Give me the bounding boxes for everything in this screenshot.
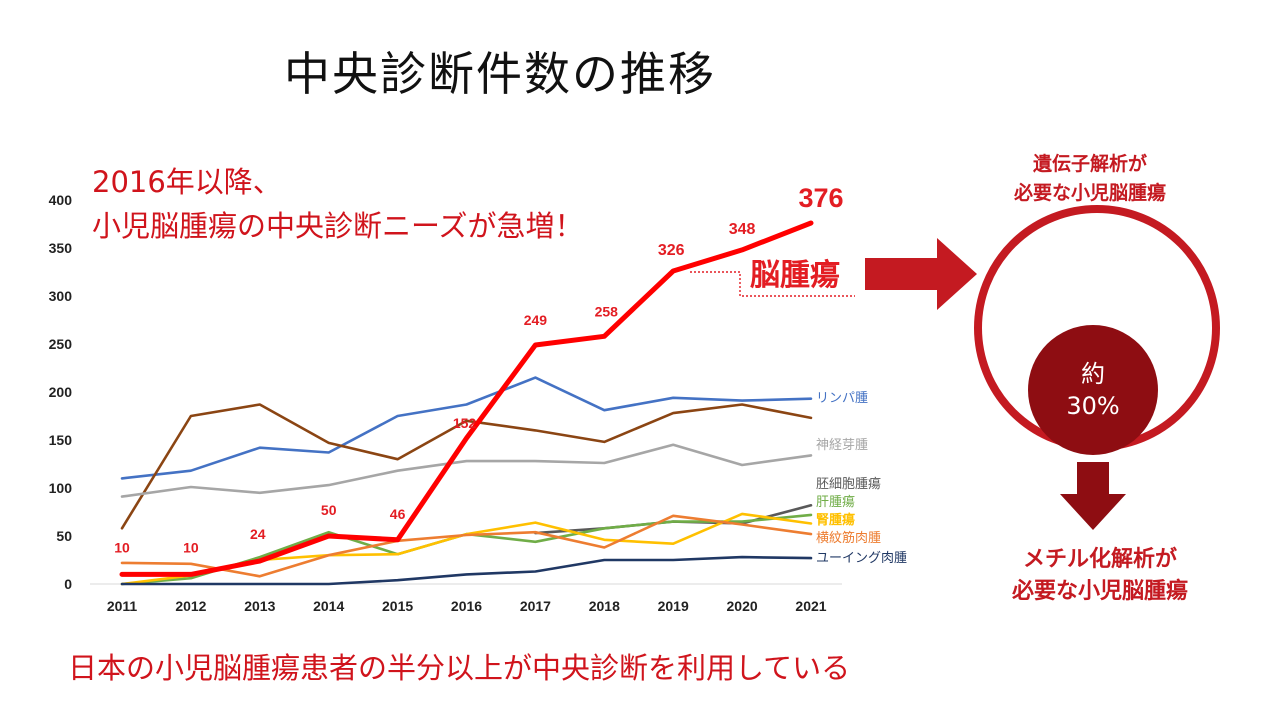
down-arrow-icon xyxy=(1060,462,1126,530)
x-tick-label: 2019 xyxy=(658,598,689,614)
data-label: 152 xyxy=(453,415,477,431)
data-label: 326 xyxy=(658,242,685,259)
headline-line2: 小児脳腫瘍の中央診断ニーズが急増！ xyxy=(92,209,584,243)
y-tick-label: 200 xyxy=(49,384,73,400)
series-label: ユーイング肉腫 xyxy=(816,550,907,566)
y-tick-label: 100 xyxy=(49,480,73,496)
data-label: 24 xyxy=(250,526,266,542)
x-tick-label: 2015 xyxy=(382,598,413,614)
data-label: 10 xyxy=(114,539,130,555)
y-tick-label: 350 xyxy=(49,240,73,256)
series-line-7 xyxy=(120,555,813,586)
series-label: 腎腫瘍 xyxy=(816,512,855,528)
genetic-analysis-label: 遺伝子解析が 必要な小児脳腫瘍 xyxy=(1013,153,1166,204)
y-tick-label: 300 xyxy=(49,288,73,304)
x-tick-label: 2014 xyxy=(313,598,344,614)
data-label: 10 xyxy=(183,539,199,555)
data-label: 376 xyxy=(798,183,843,213)
footer-note: 日本の小児脳腫瘍患者の半分以上が中央診断を利用している xyxy=(68,651,851,685)
data-labels: 10 10 24 50 46 152 249 258 326 348 376 xyxy=(114,183,843,555)
x-tick-label: 2020 xyxy=(727,598,758,614)
y-tick-label: 50 xyxy=(56,528,72,544)
series-line-6 xyxy=(120,514,813,578)
callout-leader xyxy=(690,271,855,297)
x-tick-label: 2016 xyxy=(451,598,482,614)
series-line-2 xyxy=(120,443,813,498)
data-label: 50 xyxy=(321,502,337,518)
x-axis: 2011 2012 2013 2014 2015 2016 2017 2018 2019 2020… xyxy=(90,583,842,614)
x-tick-label: 2013 xyxy=(244,598,275,614)
series-label: リンパ腫 xyxy=(816,390,868,406)
x-tick-label: 2017 xyxy=(520,598,551,614)
brain-tumor-callout: 脳腫瘍 xyxy=(690,258,855,297)
inner-circle-label: 約 xyxy=(1081,360,1105,388)
x-tick-label: 2012 xyxy=(175,598,206,614)
y-tick-label: 400 xyxy=(49,192,73,208)
data-label: 348 xyxy=(729,221,756,238)
inner-circle: 約 30% xyxy=(1028,325,1158,455)
headline: 2016年以降、 小児脳腫瘍の中央診断ニーズが急増！ xyxy=(92,160,584,248)
y-tick-label: 0 xyxy=(64,576,72,592)
brain-tumor-label: 脳腫瘍 xyxy=(750,258,840,293)
x-tick-label: 2021 xyxy=(795,598,826,614)
right-arrow-icon xyxy=(865,238,977,310)
y-tick-label: 250 xyxy=(49,336,73,352)
x-tick-label: 2018 xyxy=(589,598,620,614)
series-label: 肝腫瘍 xyxy=(816,494,855,510)
inner-circle-value: 30% xyxy=(1066,392,1120,420)
x-tick-label: 2011 xyxy=(107,598,138,614)
series-label: 胚細胞腫瘍 xyxy=(816,476,881,492)
data-label: 258 xyxy=(595,303,619,319)
series-lines xyxy=(119,220,814,586)
brain-tumor-series-line xyxy=(119,220,814,577)
data-label: 46 xyxy=(390,506,406,522)
series-label: 横紋筋肉腫 xyxy=(816,530,881,546)
page-title: 中央診断件数の推移 xyxy=(284,47,716,101)
y-axis: 0 50 100 150 200 250 300 350 400 xyxy=(49,192,73,592)
methylation-analysis-label: メチル化解析が 必要な小児脳腫瘍 xyxy=(1011,547,1188,604)
headline-line1: 2016年以降、 xyxy=(92,165,282,199)
data-label: 249 xyxy=(524,312,548,328)
series-label: 神経芽腫 xyxy=(816,437,868,453)
y-tick-label: 150 xyxy=(49,432,73,448)
series-line-0 xyxy=(120,376,813,480)
series-line-1 xyxy=(120,403,813,530)
